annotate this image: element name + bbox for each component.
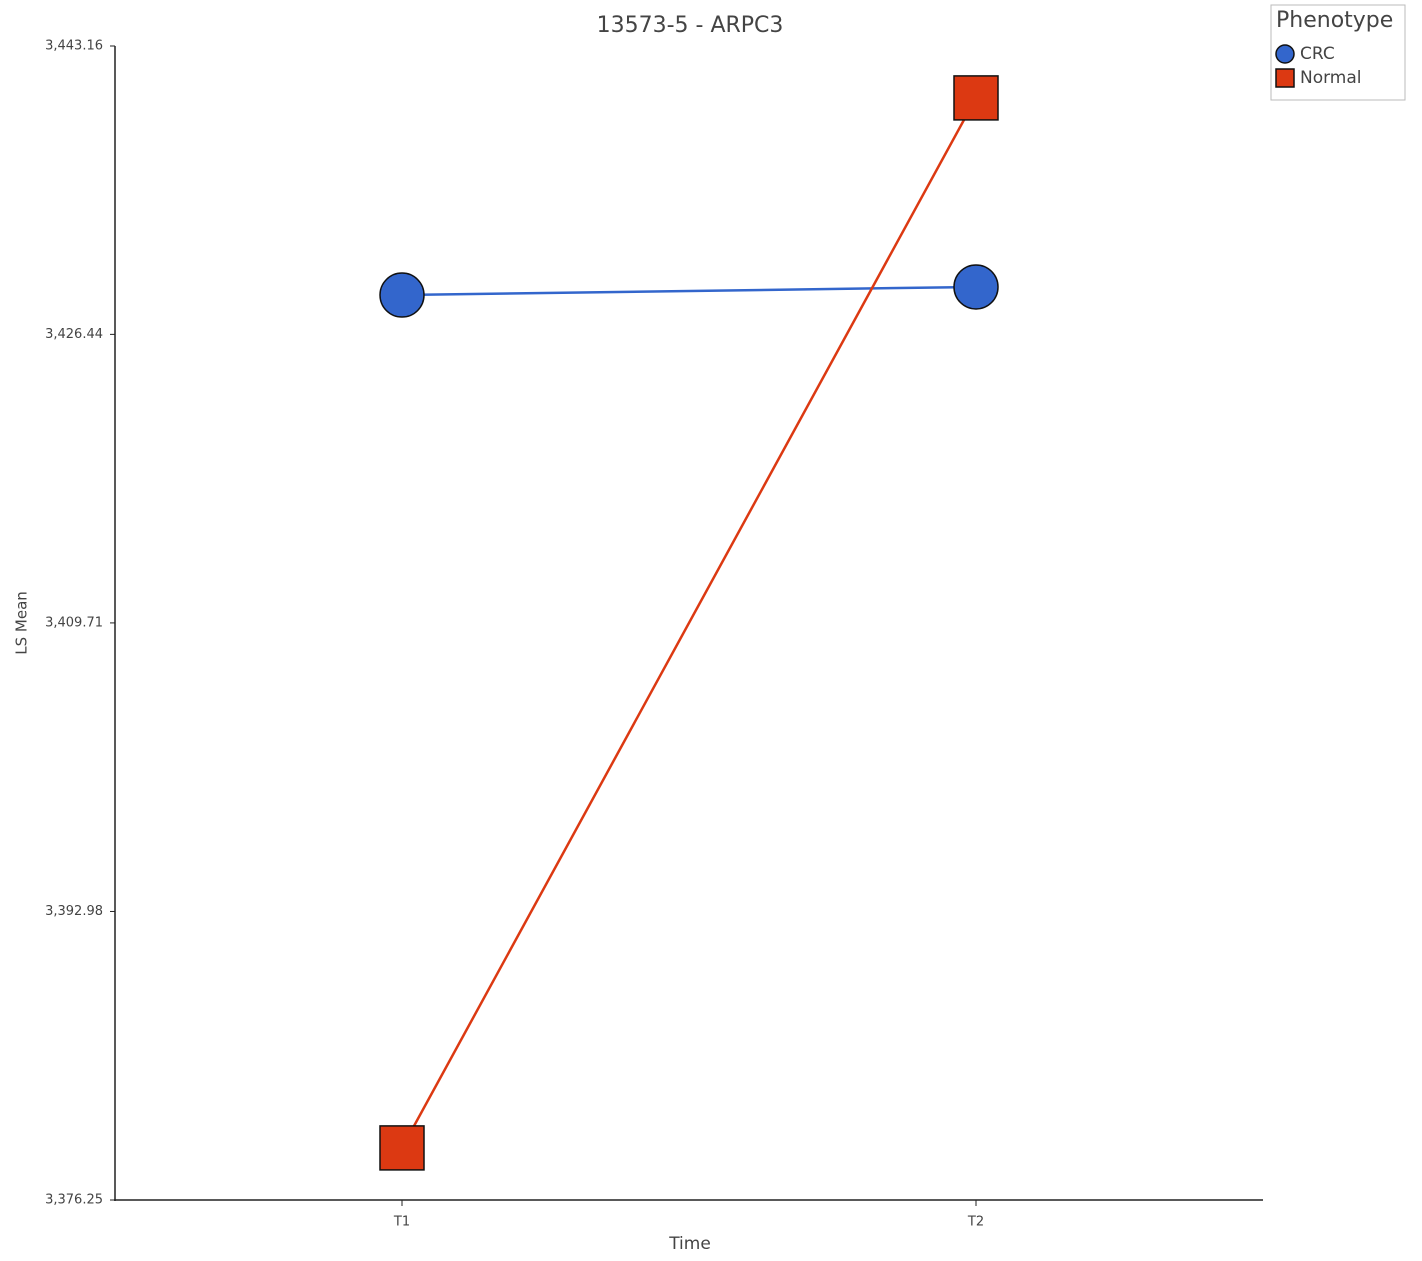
legend-title: Phenotype [1276,8,1393,33]
y-tick-label: 3,409.71 [45,615,103,630]
series-line [400,97,978,1149]
legend-label: CRC [1300,44,1335,64]
legend-marker [1275,44,1295,64]
legend-marker [1275,68,1295,88]
data-point [379,272,425,318]
data-point [953,264,999,310]
chart-title: 13573-5 - ARPC3 [597,13,784,38]
y-tick-label: 3,376.25 [45,1193,103,1208]
data-point [953,75,999,121]
legend-label: Normal [1300,68,1362,88]
series-line [401,285,977,297]
y-tick-label: 3,443.16 [45,39,103,54]
y-tick-label: 3,392.98 [45,904,103,919]
y-tick-label: 3,426.44 [45,327,103,342]
data-point [379,1125,425,1171]
x-tick-label: T2 [967,1215,984,1230]
x-tick-label: T1 [393,1215,410,1230]
x-axis-label: Time [668,1234,711,1254]
y-axis-label: LS Mean [13,591,31,655]
